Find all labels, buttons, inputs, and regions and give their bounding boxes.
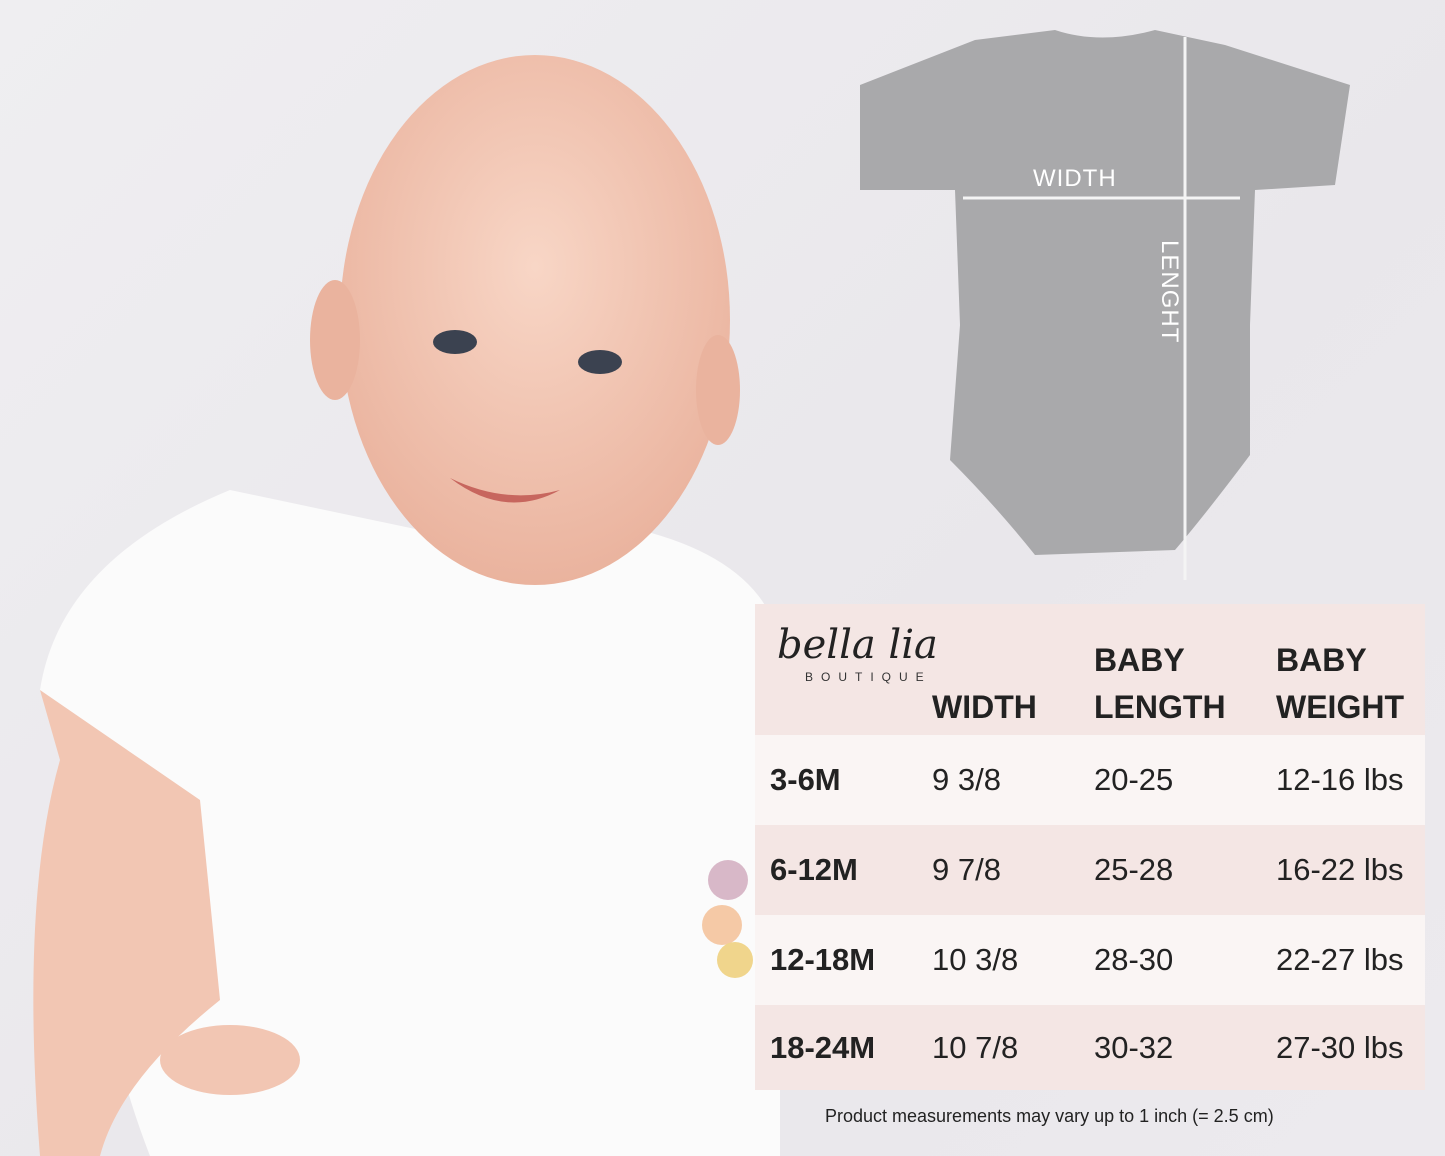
brand-logo: bella lia [777, 622, 938, 668]
size-cell: 3-6M [770, 762, 841, 797]
weight-cell: 27-30 lbs [1276, 1029, 1404, 1065]
table-row: 12-18M 10 3/8 28-30 22-27 lbs [755, 915, 1425, 1005]
size-cell: 12-18M [770, 942, 876, 977]
header-length-2: LENGTH [1094, 689, 1226, 725]
width-cell: 10 7/8 [932, 1029, 1019, 1065]
length-label: LENGHT [1156, 240, 1183, 344]
weight-cell: 16-22 lbs [1276, 852, 1404, 887]
header-length-1: BABY [1094, 642, 1185, 678]
table-row: 6-12M 9 7/8 25-28 16-22 lbs [755, 825, 1425, 915]
width-cell: 9 7/8 [932, 852, 1001, 887]
length-cell: 30-32 [1094, 1029, 1174, 1065]
size-cell: 18-24M [770, 1029, 876, 1065]
table-row: 3-6M 9 3/8 20-25 12-16 lbs [755, 735, 1425, 825]
weight-cell: 22-27 lbs [1276, 942, 1404, 977]
header-weight-2: WEIGHT [1276, 689, 1404, 725]
length-cell: 28-30 [1094, 942, 1174, 977]
header-weight-1: BABY [1276, 642, 1367, 678]
header-width: WIDTH [932, 689, 1037, 725]
brand-logo-sub: BOUTIQUE [805, 670, 932, 684]
length-cell: 20-25 [1094, 762, 1174, 797]
table-row: 18-24M 10 7/8 30-32 27-30 lbs [755, 1005, 1425, 1090]
length-cell: 25-28 [1094, 852, 1174, 887]
width-cell: 10 3/8 [932, 942, 1019, 977]
baby-photo [33, 55, 753, 1156]
size-cell: 6-12M [770, 852, 858, 887]
measurement-note: Product measurements may vary up to 1 in… [825, 1106, 1274, 1126]
size-chart: bella lia BOUTIQUE WIDTH BABY LENGTH BAB… [755, 604, 1425, 1090]
weight-cell: 12-16 lbs [1276, 762, 1404, 797]
width-cell: 9 3/8 [932, 762, 1001, 797]
width-label: WIDTH [1033, 165, 1117, 192]
onesie-diagram [860, 30, 1350, 580]
table-header: bella lia BOUTIQUE WIDTH BABY LENGTH BAB… [755, 604, 1425, 735]
